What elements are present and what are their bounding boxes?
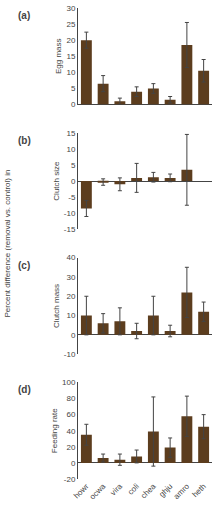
svg-text:Egg mass: Egg mass	[54, 38, 63, 74]
svg-text:-15: -15	[64, 225, 76, 234]
svg-text:80: 80	[66, 394, 75, 403]
svg-text:ghju: ghju	[157, 482, 174, 499]
svg-text:Clutch mass: Clutch mass	[52, 284, 61, 328]
svg-text:30: 30	[66, 4, 75, 13]
svg-text:chea: chea	[139, 481, 158, 500]
svg-text:-5: -5	[68, 193, 76, 202]
svg-text:(a): (a)	[18, 10, 30, 21]
svg-text:60: 60	[66, 410, 75, 419]
svg-text:15: 15	[66, 52, 75, 61]
svg-text:20: 20	[66, 292, 75, 301]
svg-text:5: 5	[71, 161, 76, 170]
svg-text:0: 0	[71, 459, 76, 468]
svg-text:20: 20	[66, 443, 75, 452]
svg-text:-10: -10	[64, 209, 76, 218]
svg-text:25: 25	[66, 20, 75, 29]
svg-text:15: 15	[66, 129, 75, 138]
svg-text:40: 40	[66, 427, 75, 436]
svg-text:0: 0	[71, 100, 76, 109]
svg-text:30: 30	[66, 273, 75, 282]
svg-text:howr: howr	[72, 482, 91, 501]
svg-text:ocwa: ocwa	[88, 481, 108, 501]
svg-text:amro: amro	[172, 481, 192, 501]
svg-text:heth: heth	[190, 482, 207, 499]
svg-text:0: 0	[71, 331, 76, 340]
svg-text:10: 10	[66, 145, 75, 154]
svg-text:coli: coli	[126, 482, 141, 497]
svg-text:10: 10	[66, 68, 75, 77]
svg-text:100: 100	[62, 378, 76, 387]
svg-text:10: 10	[66, 311, 75, 320]
svg-text:Clutch size: Clutch size	[52, 161, 61, 201]
svg-text:(b): (b)	[18, 135, 31, 146]
svg-text:(c): (c)	[18, 260, 30, 271]
svg-text:20: 20	[66, 36, 75, 45]
svg-text:40: 40	[66, 253, 75, 262]
svg-text:5: 5	[71, 84, 76, 93]
svg-text:-20: -20	[64, 475, 76, 484]
svg-text:vira: vira	[109, 481, 125, 497]
svg-text:(d): (d)	[18, 384, 31, 395]
svg-text:Percent difference (removal vs: Percent difference (removal vs. control)…	[3, 170, 12, 318]
svg-text:-10: -10	[64, 350, 76, 359]
svg-text:Feeding rate: Feeding rate	[50, 408, 59, 453]
svg-text:0: 0	[71, 177, 76, 186]
